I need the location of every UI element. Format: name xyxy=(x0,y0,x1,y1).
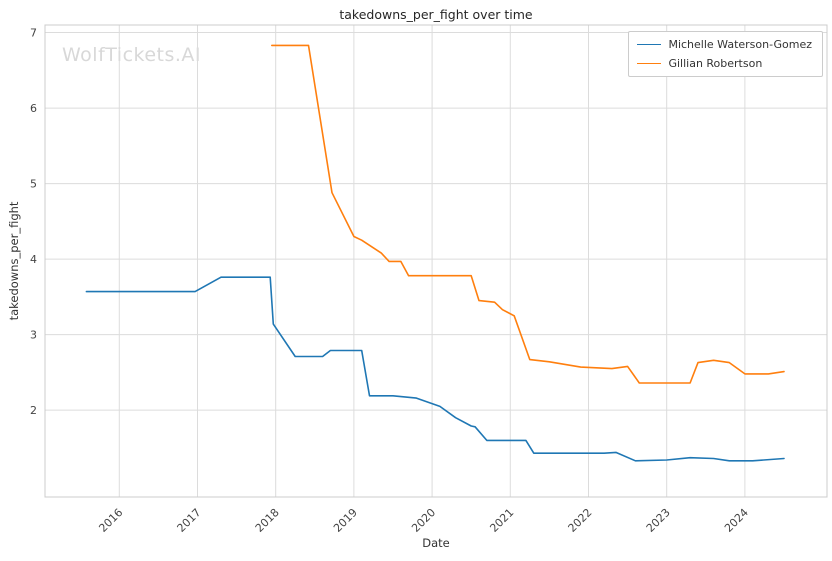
y-tick-label: 2 xyxy=(30,404,37,417)
y-tick-label: 3 xyxy=(30,328,37,341)
series-line-1 xyxy=(270,44,785,384)
legend-line-swatch xyxy=(637,63,662,64)
x-tick-label: 2021 xyxy=(487,506,516,535)
x-tick-label: 2023 xyxy=(644,506,673,535)
x-tick-label: 2024 xyxy=(722,506,751,535)
x-tick-label: 2019 xyxy=(331,506,360,535)
x-axis-label: Date xyxy=(422,536,450,550)
legend: Michelle Waterson-Gomez Gillian Robertso… xyxy=(628,31,823,77)
legend-label: Michelle Waterson-Gomez xyxy=(668,38,812,51)
x-tick-label: 2022 xyxy=(566,506,595,535)
y-tick-label: 7 xyxy=(30,26,37,39)
legend-entry: Michelle Waterson-Gomez xyxy=(637,38,812,51)
x-tick-label: 2018 xyxy=(253,506,282,535)
y-tick-label: 6 xyxy=(30,102,37,115)
legend-label: Gillian Robertson xyxy=(668,57,763,70)
legend-line-swatch xyxy=(637,44,662,45)
watermark: WolfTickets.AI xyxy=(62,44,202,66)
plot-border xyxy=(44,24,828,498)
series-line-0 xyxy=(85,276,785,462)
legend-entry: Gillian Robertson xyxy=(637,57,812,70)
y-axis-label: takedowns_per_fight xyxy=(7,201,21,321)
y-tick-label: 5 xyxy=(30,177,37,190)
chart-title: takedowns_per_fight over time xyxy=(339,7,533,22)
y-tick-label: 4 xyxy=(30,253,37,266)
x-tick-label: 2020 xyxy=(409,506,438,535)
x-tick-label: 2016 xyxy=(96,506,125,535)
x-tick-label: 2017 xyxy=(175,506,204,535)
